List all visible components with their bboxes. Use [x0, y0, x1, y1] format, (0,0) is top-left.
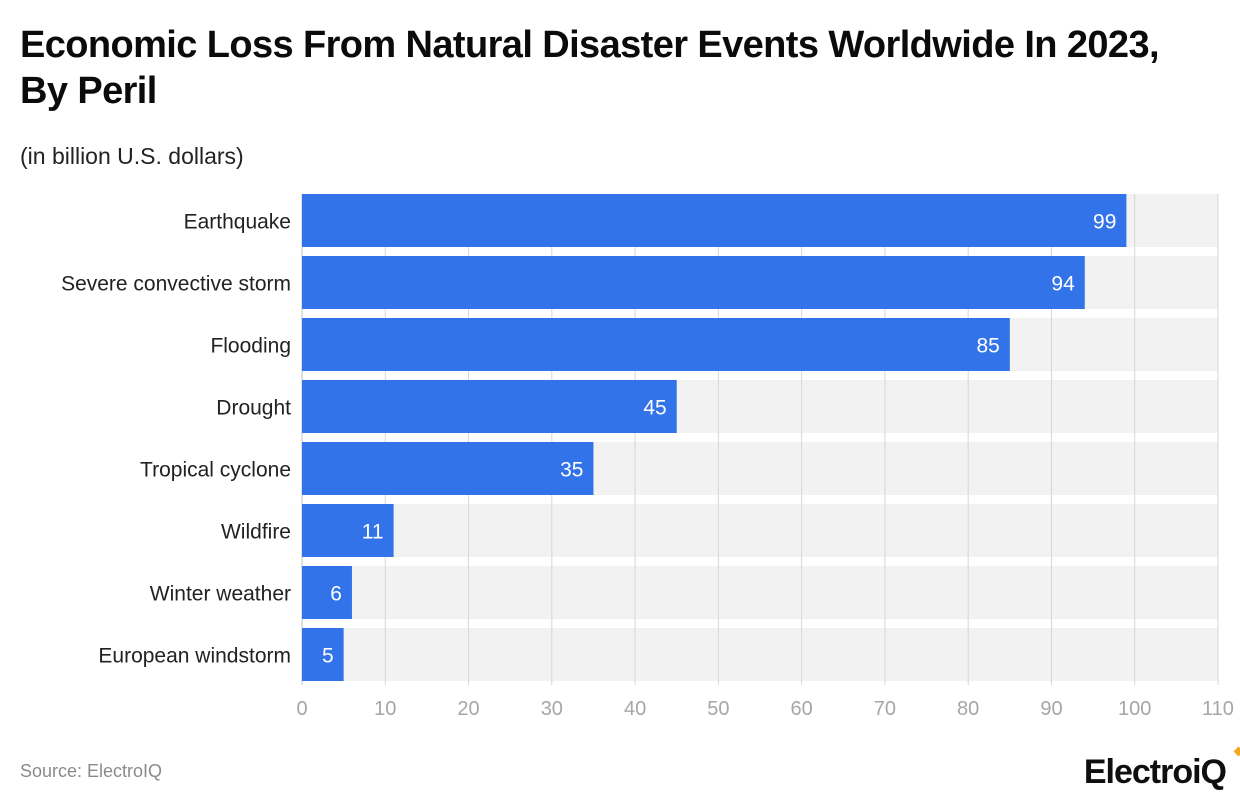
row-band — [302, 566, 1218, 619]
x-tick-label: 70 — [874, 698, 896, 720]
category-label: Wildfire — [221, 521, 291, 544]
chart-subtitle: (in billion U.S. dollars) — [20, 143, 244, 169]
bar — [302, 628, 344, 681]
bar — [302, 380, 677, 433]
x-tick-label: 110 — [1202, 698, 1234, 720]
row-band — [302, 628, 1218, 681]
bar — [302, 504, 394, 557]
bars — [302, 194, 1127, 681]
logo-text: ElectroiQ — [1083, 753, 1227, 791]
bar-value-label: 94 — [1051, 273, 1075, 296]
x-tick-label: 20 — [457, 698, 479, 720]
x-tick-label: 90 — [1040, 698, 1062, 720]
x-tick-labels: 0 10 20 30 40 50 60 70 80 90 100 110 — [296, 698, 1234, 720]
x-tick-label: 60 — [791, 698, 813, 720]
category-labels: Earthquake Severe convective storm Floodin… — [61, 211, 291, 668]
category-label: Flooding — [210, 335, 291, 358]
bar — [302, 442, 594, 495]
category-label: Severe convective storm — [61, 273, 291, 296]
bar-value-label: 11 — [362, 521, 384, 544]
bar-value-label: 5 — [322, 645, 334, 668]
chart-title: Economic Loss From Natural Disaster Even… — [20, 24, 1160, 112]
bar — [302, 566, 352, 619]
x-tick-label: 100 — [1118, 698, 1151, 720]
bar-value-label: 6 — [330, 583, 342, 606]
category-label: Earthquake — [184, 211, 291, 234]
bar — [302, 318, 1010, 371]
bar-value-label: 85 — [976, 335, 999, 358]
bar — [302, 194, 1127, 247]
bar — [302, 256, 1085, 309]
bar-value-label: 99 — [1093, 211, 1116, 234]
x-tick-label: 30 — [541, 698, 563, 720]
category-label: European windstorm — [98, 645, 291, 668]
x-tick-label: 10 — [374, 698, 396, 720]
x-tick-label: 40 — [624, 698, 646, 720]
row-band — [302, 504, 1218, 557]
bar-value-label: 35 — [560, 459, 583, 482]
category-label: Drought — [216, 397, 291, 420]
value-labels: 99 94 85 45 35 11 6 5 — [322, 211, 1116, 668]
category-label: Tropical cyclone — [140, 459, 291, 482]
electroiq-logo: ElectroiQ — [1083, 746, 1240, 792]
source-note: Source: ElectroIQ — [20, 761, 163, 781]
x-tick-label: 50 — [707, 698, 729, 720]
category-label: Winter weather — [150, 583, 291, 606]
x-tick-label: 0 — [296, 698, 307, 720]
x-tick-label: 80 — [957, 698, 979, 720]
bar-value-label: 45 — [643, 397, 666, 420]
